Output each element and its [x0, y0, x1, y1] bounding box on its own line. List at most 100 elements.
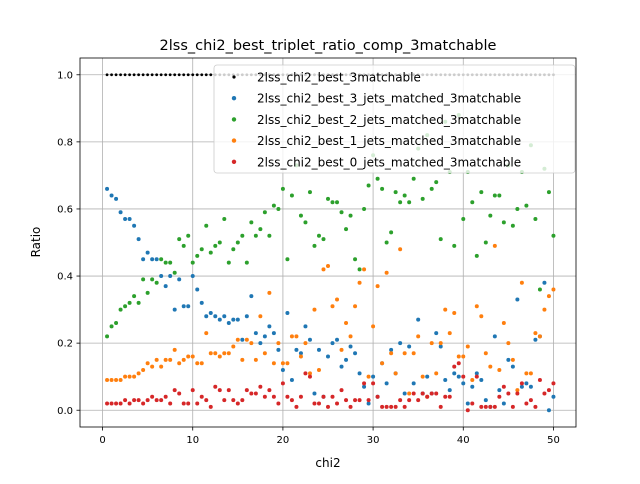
data-point: [389, 230, 394, 235]
data-point: [217, 240, 222, 245]
data-point: [154, 398, 159, 403]
data-point: [204, 314, 209, 319]
data-point: [438, 344, 443, 349]
data-point: [127, 300, 132, 305]
data-point: [542, 391, 547, 396]
data-point: [240, 357, 245, 362]
data-point: [253, 391, 258, 396]
data-point: [420, 391, 425, 396]
data-point: [159, 398, 164, 403]
data-point: [208, 404, 213, 409]
data-point: [321, 394, 326, 399]
data-point: [312, 243, 317, 248]
data-point: [393, 190, 398, 195]
data-point: [123, 73, 127, 77]
data-point: [492, 404, 497, 409]
data-point: [380, 186, 385, 191]
data-point: [172, 388, 177, 393]
data-point: [298, 394, 303, 399]
data-point: [226, 260, 231, 265]
data-point: [339, 364, 344, 369]
data-point: [159, 364, 164, 369]
data-point: [271, 203, 276, 208]
data-point: [109, 378, 114, 383]
data-point: [181, 304, 186, 309]
data-point: [546, 388, 551, 393]
data-point: [312, 307, 317, 312]
data-point: [488, 213, 493, 218]
data-point: [262, 394, 267, 399]
data-point: [384, 270, 389, 275]
data-point: [307, 374, 312, 379]
data-point: [326, 354, 330, 359]
data-point: [416, 398, 421, 403]
data-point: [335, 337, 340, 342]
data-point: [438, 237, 443, 242]
data-point: [136, 300, 141, 305]
data-point: [280, 367, 285, 372]
data-point: [411, 391, 416, 396]
data-point: [276, 401, 281, 406]
data-point: [164, 73, 168, 77]
data-point: [119, 73, 122, 77]
data-point: [366, 183, 371, 188]
data-point: [199, 361, 204, 366]
data-point: [154, 257, 159, 262]
data-point: [357, 267, 362, 272]
y-tick-label: 0.8: [57, 137, 73, 148]
data-point: [294, 334, 299, 339]
data-point: [109, 401, 114, 406]
data-point: [353, 304, 358, 309]
chart-title: 2lss_chi2_best_triplet_ratio_comp_3match…: [160, 38, 497, 54]
legend-label: 2lss_chi2_best_2_jets_matched_3matchable: [257, 113, 521, 127]
data-point: [335, 200, 340, 205]
data-point: [123, 374, 128, 379]
data-point: [501, 401, 506, 406]
data-point: [479, 404, 484, 409]
data-point: [298, 351, 303, 356]
x-tick-label: 0: [99, 435, 105, 446]
data-point: [389, 351, 394, 356]
data-point: [353, 398, 358, 403]
data-point: [150, 73, 154, 77]
data-point: [546, 294, 551, 299]
data-point: [191, 73, 195, 77]
data-point: [294, 404, 299, 409]
data-point: [348, 334, 353, 339]
data-point: [447, 388, 452, 393]
legend: 2lss_chi2_best_3matchable 2lss_chi2_best_…: [213, 64, 576, 174]
data-point: [497, 193, 502, 198]
data-point: [533, 404, 538, 409]
data-point: [402, 193, 407, 198]
data-point: [384, 381, 389, 386]
legend-label: 2lss_chi2_best_0_jets_matched_3matchable: [257, 155, 521, 169]
data-point: [163, 260, 168, 265]
data-point: [168, 260, 173, 265]
data-point: [132, 294, 137, 299]
data-point: [285, 361, 290, 366]
x-axis-label: chi2: [315, 456, 340, 470]
data-point: [114, 196, 119, 201]
data-point: [105, 73, 109, 77]
data-point: [298, 354, 303, 359]
data-point: [141, 257, 146, 262]
data-point: [258, 227, 263, 232]
data-point: [240, 398, 245, 403]
data-point: [289, 193, 294, 198]
data-point: [371, 381, 376, 386]
data-point: [172, 307, 177, 312]
plot-frame: [79, 57, 577, 428]
data-point: [168, 73, 172, 77]
y-tick-label: 0.6: [57, 205, 73, 216]
data-point: [470, 378, 475, 383]
data-point: [492, 334, 497, 339]
data-point: [172, 270, 177, 275]
y-tick-label: 1.0: [57, 70, 73, 81]
data-point: [280, 381, 285, 386]
data-point: [253, 233, 258, 238]
data-point: [344, 357, 349, 362]
data-point: [209, 73, 213, 77]
data-point: [339, 210, 344, 215]
data-point: [366, 374, 371, 379]
data-point: [416, 317, 421, 322]
